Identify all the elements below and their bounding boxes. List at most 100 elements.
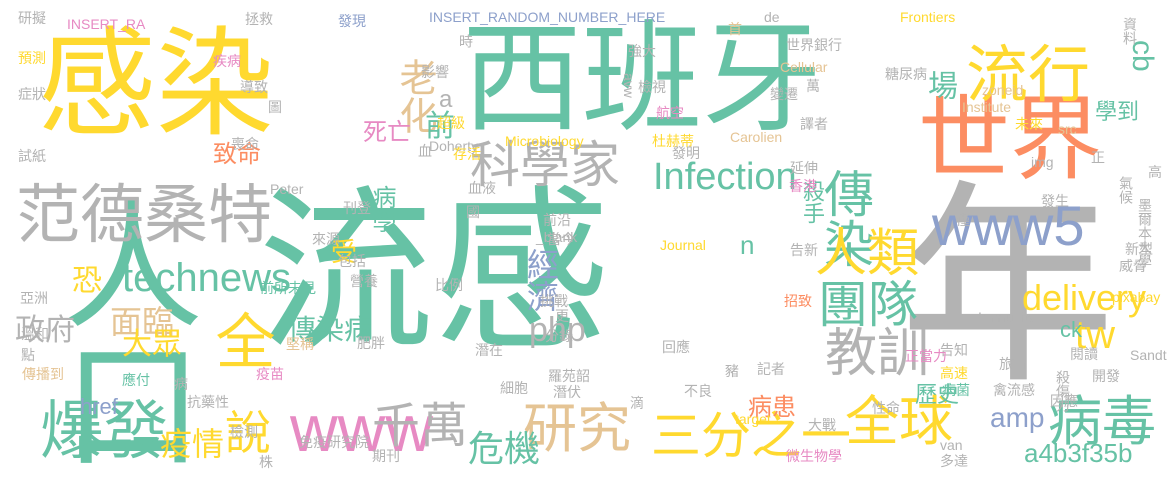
word-122: 挑戰: [540, 294, 568, 310]
word-45: 恐: [66, 264, 101, 294]
word-87: 存活: [453, 147, 481, 163]
word-152: 禽流感: [993, 383, 1035, 399]
word-130: 開發: [1092, 369, 1120, 385]
word-2: 西班牙: [462, 10, 822, 149]
word-119: 包括: [338, 254, 366, 270]
word-149: 滴: [630, 396, 644, 412]
word-88: 血液: [468, 181, 496, 197]
word-99: 萬: [806, 79, 820, 95]
word-118: 來源: [312, 232, 340, 248]
word-50-href: href: [80, 394, 118, 419]
word-67-pixabay: pixabay: [1112, 289, 1161, 305]
word-79: 拯救: [245, 12, 273, 28]
word-37: 大眾: [122, 327, 182, 362]
word-86: 血: [418, 144, 432, 160]
word-1: 年: [863, 172, 1114, 388]
word-135: 堅稱: [286, 337, 314, 353]
word-10: 全球: [845, 390, 953, 453]
word-160: 多達: [940, 454, 968, 470]
word-23: 千萬: [372, 398, 469, 454]
word-15-technews: technews: [122, 256, 291, 300]
word-69-target: target: [735, 411, 771, 427]
word-56-frontiers: Frontiers: [900, 9, 956, 25]
word-108: 發生: [1041, 194, 1069, 210]
word-83: 發現: [338, 14, 366, 30]
word-40-a4b3f35b: a4b3f35b: [1024, 438, 1133, 468]
word-91: 強大: [628, 44, 656, 60]
word-121: 比例: [435, 278, 463, 294]
word-78: 試紙: [18, 149, 46, 165]
word-131: 亞洲: [20, 291, 48, 307]
word-62-carolien: Carolien: [730, 129, 783, 145]
word-89: 國: [466, 205, 480, 221]
word-25-infection: Infection: [653, 156, 797, 198]
word-120: 營養: [350, 274, 378, 290]
word-110: 僅: [956, 213, 970, 229]
word-114: 威脅: [1119, 259, 1147, 275]
word-163: 時: [457, 34, 473, 48]
word-106: 延伸: [790, 161, 818, 177]
word-3: 感染: [38, 15, 275, 153]
word-142: 應付: [122, 373, 150, 389]
word-12: 病毒: [1048, 390, 1156, 453]
word-90: 首: [728, 22, 742, 38]
word-138: 羅苑韶: [548, 369, 590, 385]
word-24-delivery: delivery: [1022, 277, 1147, 318]
word-65-blank: _blank: [536, 229, 578, 245]
word-36: 政府: [15, 313, 75, 348]
word-61-doherty: Doherty: [429, 138, 479, 154]
word-33: 危機: [468, 429, 541, 470]
word-8: 科學家: [470, 136, 620, 194]
word-157: 免疫研究院: [299, 435, 369, 451]
word-151: 病菌: [942, 383, 970, 399]
word-29: 前: [425, 109, 455, 144]
word-27-cb: cb: [1126, 40, 1159, 72]
word-123: 更: [555, 309, 569, 325]
word-31-php: php: [529, 311, 586, 349]
word-116: 招致: [784, 294, 812, 310]
word-11: 爆發: [40, 395, 168, 469]
word-98: 變遷: [770, 87, 798, 103]
word-102: 資料: [1121, 17, 1137, 45]
word-153: 因應: [1050, 394, 1078, 410]
word-58-cellular: Cellular: [780, 59, 828, 75]
word-13: 人類: [815, 224, 920, 284]
word-96: 世界銀行: [786, 38, 842, 54]
word-109: 墨爾本大學: [1136, 198, 1152, 268]
word-134: 溫和: [21, 327, 49, 343]
word-139: 豬: [725, 364, 739, 380]
word-103: 正: [1089, 150, 1105, 164]
word-63-peter: Peter: [270, 181, 304, 197]
word-132: 前所未見: [260, 281, 316, 297]
word-53-a: a: [439, 86, 453, 113]
word-0: 流感: [258, 170, 611, 375]
word-38: 傳染病: [288, 313, 373, 346]
word-26-tw: tw: [1075, 313, 1115, 357]
word-47: 病學: [368, 185, 396, 233]
word-66-immunity: Immunity: [978, 309, 1035, 325]
word-7: 流行: [966, 38, 1091, 111]
word-17: 研究: [523, 397, 631, 460]
word-158: 株: [259, 455, 273, 471]
word-59-institute: Institute: [962, 99, 1012, 115]
word-16: 全: [205, 310, 275, 370]
word-77: 症狀: [18, 87, 46, 103]
word-92: 檢視: [638, 80, 666, 96]
word-76: 預測: [18, 51, 46, 67]
word-21-www: www: [290, 391, 433, 465]
word-6: 范德桑特: [16, 179, 272, 253]
word-113: 告新: [790, 243, 818, 259]
word-94: 杜赫蒂: [652, 134, 694, 150]
word-115: 新型: [1125, 242, 1153, 258]
word-126: 告知: [940, 343, 968, 359]
word-74-de: de: [764, 9, 780, 25]
word-72-img: img: [1031, 154, 1054, 170]
word-35: 面臨: [110, 303, 175, 341]
word-46: 致命: [213, 140, 261, 168]
word-112: 當今: [547, 232, 575, 248]
word-43: 殺手: [799, 180, 824, 224]
word-41: 歷史: [915, 383, 960, 408]
word-144: 病: [174, 377, 188, 393]
word-80: 疾病: [213, 54, 241, 70]
